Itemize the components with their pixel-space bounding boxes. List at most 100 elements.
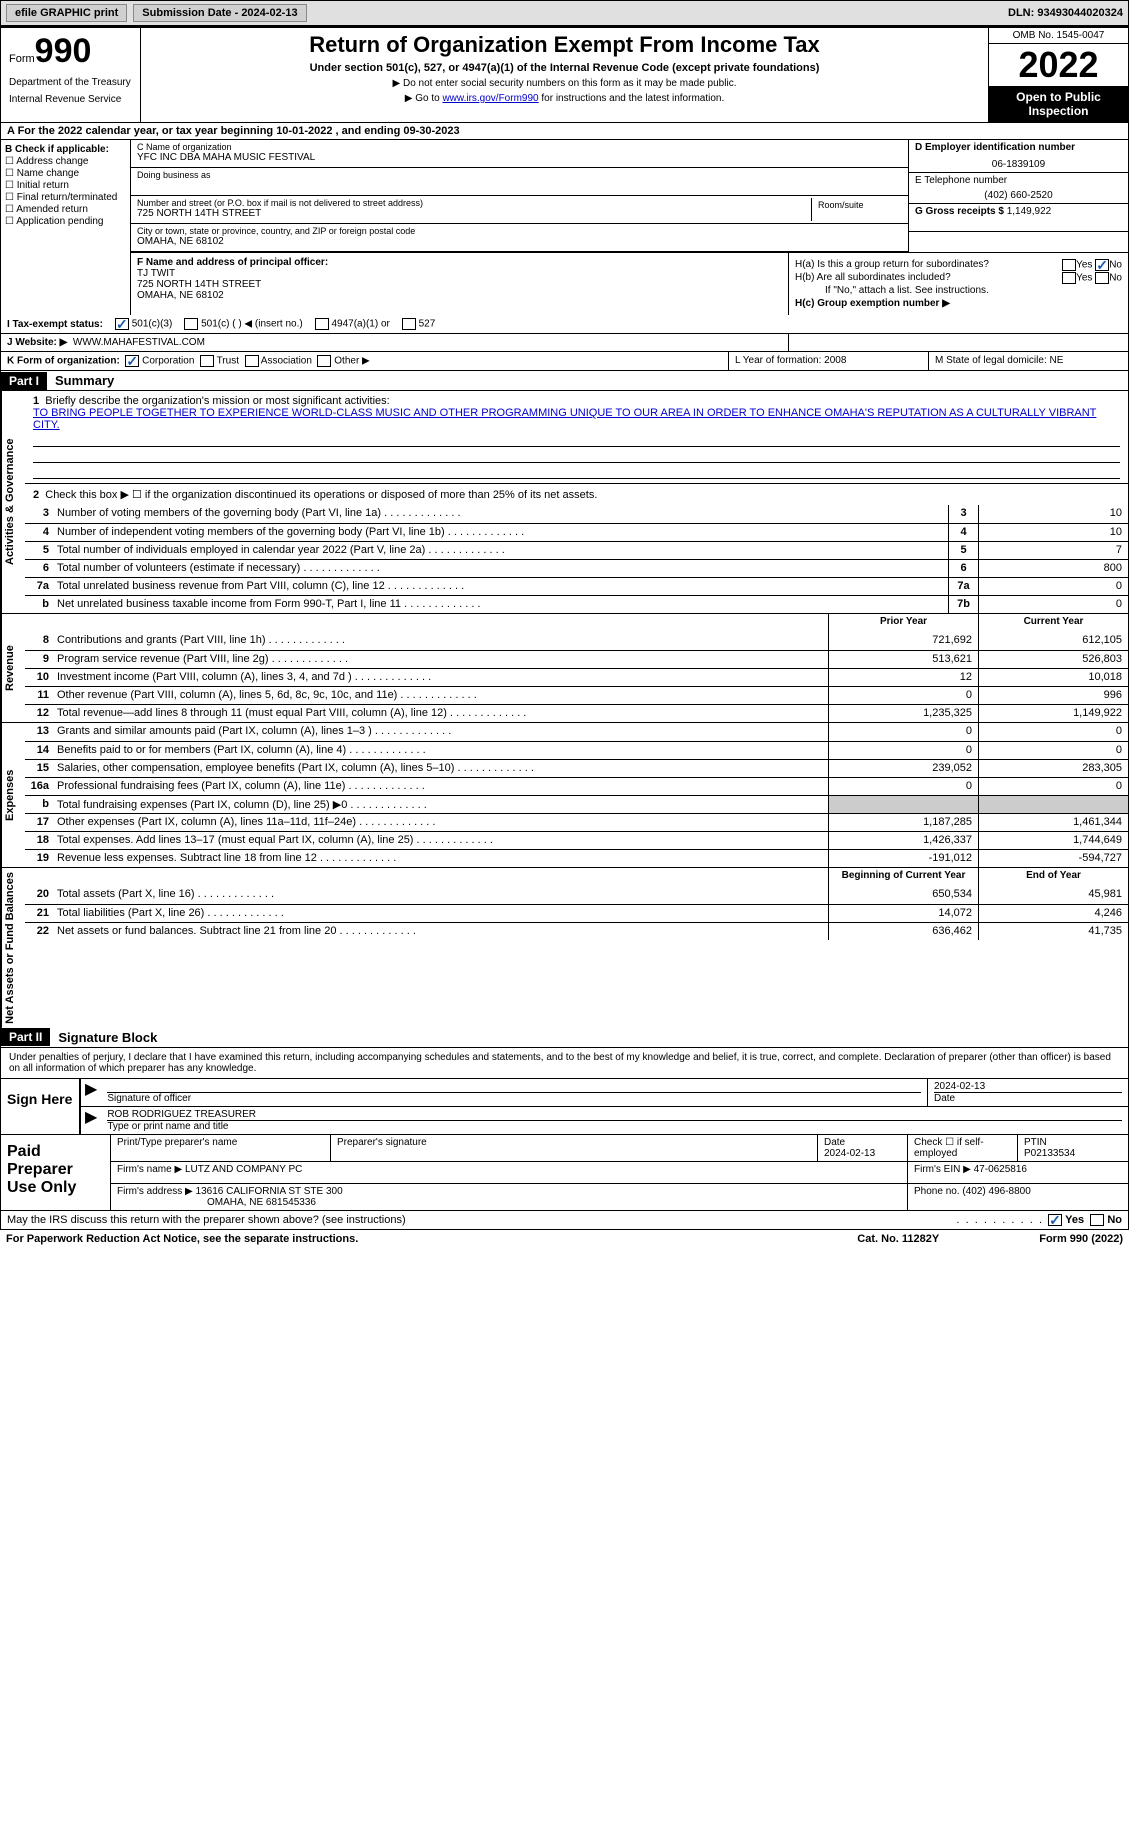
room-label: Room/suite bbox=[818, 200, 896, 210]
gross-receipts: 1,149,922 bbox=[1007, 206, 1052, 217]
form-header: Form990 Department of the Treasury Inter… bbox=[0, 26, 1129, 123]
part2-header: Part II Signature Block bbox=[0, 1028, 1129, 1048]
line-8: 8Contributions and grants (Part VIII, li… bbox=[25, 632, 1128, 650]
line-15: 15Salaries, other compensation, employee… bbox=[25, 759, 1128, 777]
sig-declaration: Under penalties of perjury, I declare th… bbox=[0, 1048, 1129, 1079]
line-4: 4Number of independent voting members of… bbox=[25, 523, 1128, 541]
line-9: 9Program service revenue (Part VIII, lin… bbox=[25, 650, 1128, 668]
firm-addr2: OMAHA, NE 681545336 bbox=[207, 1197, 316, 1208]
row-j-website: J Website: ▶ WWW.MAHAFESTIVAL.COM bbox=[0, 334, 1129, 352]
line-6: 6Total number of volunteers (estimate if… bbox=[25, 559, 1128, 577]
main-info-grid: B Check if applicable: ☐ Address change … bbox=[0, 140, 1129, 315]
firm-name: LUTZ AND COMPANY PC bbox=[185, 1164, 302, 1175]
line-11: 11Other revenue (Part VIII, column (A), … bbox=[25, 686, 1128, 704]
sign-here-block: Sign Here ▶ Signature of officer 2024-02… bbox=[0, 1079, 1129, 1135]
firm-addr1: 13616 CALIFORNIA ST STE 300 bbox=[196, 1186, 343, 1197]
prep-date: 2024-02-13 bbox=[824, 1148, 875, 1159]
row-i-status: I Tax-exempt status: 501(c)(3) 501(c) ( … bbox=[0, 315, 1129, 334]
col-b-checkboxes: B Check if applicable: ☐ Address change … bbox=[1, 140, 131, 315]
net-section: Net Assets or Fund Balances Beginning of… bbox=[1, 868, 1128, 1028]
tax-year: 2022 bbox=[989, 44, 1128, 86]
state-domicile: M State of legal domicile: NE bbox=[928, 352, 1128, 370]
chk-527[interactable] bbox=[402, 318, 416, 330]
dln-text: DLN: 93493044020324 bbox=[1008, 7, 1123, 19]
line-b: bNet unrelated business taxable income f… bbox=[25, 595, 1128, 613]
hb-yes[interactable] bbox=[1062, 272, 1076, 284]
h-block: H(a) Is this a group return for subordin… bbox=[788, 253, 1128, 315]
officer-addr1: 725 NORTH 14TH STREET bbox=[137, 279, 261, 290]
year-formation: L Year of formation: 2008 bbox=[728, 352, 928, 370]
ha-no[interactable] bbox=[1095, 259, 1109, 271]
org-address: 725 NORTH 14TH STREET bbox=[137, 208, 811, 219]
chk-amended[interactable]: ☐ Amended return bbox=[5, 204, 126, 215]
top-bar: efile GRAPHIC print Submission Date - 20… bbox=[0, 0, 1129, 26]
org-city: OMAHA, NE 68102 bbox=[137, 236, 902, 247]
chk-corp[interactable] bbox=[125, 355, 139, 367]
line-13: 13Grants and similar amounts paid (Part … bbox=[25, 723, 1128, 741]
row-k-formorg: K Form of organization: Corporation Trus… bbox=[0, 352, 1129, 371]
ha-yes[interactable] bbox=[1062, 259, 1076, 271]
line-16a: 16aProfessional fundraising fees (Part I… bbox=[25, 777, 1128, 795]
chk-pending[interactable]: ☐ Application pending bbox=[5, 216, 126, 227]
signer-name: ROB RODRIGUEZ TREASURER bbox=[107, 1109, 256, 1120]
vlabel-gov: Activities & Governance bbox=[1, 391, 25, 613]
chk-final[interactable]: ☐ Final return/terminated bbox=[5, 192, 126, 203]
line-20: 20Total assets (Part X, line 16) 650,534… bbox=[25, 886, 1128, 904]
chk-initial[interactable]: ☐ Initial return bbox=[5, 180, 126, 191]
website-value: WWW.MAHAFESTIVAL.COM bbox=[73, 337, 205, 348]
row-a-period: A For the 2022 calendar year, or tax yea… bbox=[0, 123, 1129, 140]
discuss-no[interactable] bbox=[1090, 1214, 1104, 1226]
note-ssn: ▶ Do not enter social security numbers o… bbox=[145, 78, 984, 89]
form-title: Return of Organization Exempt From Incom… bbox=[145, 32, 984, 58]
line-14: 14Benefits paid to or for members (Part … bbox=[25, 741, 1128, 759]
chk-assoc[interactable] bbox=[245, 355, 259, 367]
org-name: YFC INC DBA MAHA MUSIC FESTIVAL bbox=[137, 152, 902, 163]
officer-block: F Name and address of principal officer:… bbox=[131, 253, 788, 315]
line-22: 22Net assets or fund balances. Subtract … bbox=[25, 922, 1128, 940]
irs-text: Internal Revenue Service bbox=[9, 94, 132, 105]
note-link: ▶ Go to www.irs.gov/Form990 for instruct… bbox=[145, 93, 984, 104]
mission-text: TO BRING PEOPLE TOGETHER TO EXPERIENCE W… bbox=[33, 407, 1096, 431]
chk-501c3[interactable] bbox=[115, 318, 129, 330]
hb-no[interactable] bbox=[1095, 272, 1109, 284]
line-17: 17Other expenses (Part IX, column (A), l… bbox=[25, 813, 1128, 831]
efile-button[interactable]: efile GRAPHIC print bbox=[6, 4, 127, 22]
officer-addr2: OMAHA, NE 68102 bbox=[137, 290, 224, 301]
line-19: 19Revenue less expenses. Subtract line 1… bbox=[25, 849, 1128, 867]
submission-button[interactable]: Submission Date - 2024-02-13 bbox=[133, 4, 306, 22]
chk-4947[interactable] bbox=[315, 318, 329, 330]
chk-trust[interactable] bbox=[200, 355, 214, 367]
exp-section: Expenses 13Grants and similar amounts pa… bbox=[1, 723, 1128, 868]
footer-question: May the IRS discuss this return with the… bbox=[0, 1211, 1129, 1230]
page-footer: For Paperwork Reduction Act Notice, see … bbox=[0, 1230, 1129, 1248]
line-12: 12Total revenue—add lines 8 through 11 (… bbox=[25, 704, 1128, 722]
vlabel-exp: Expenses bbox=[1, 723, 25, 867]
tel-value: (402) 660-2520 bbox=[915, 190, 1122, 201]
firm-ein: 47-0625816 bbox=[974, 1164, 1027, 1175]
col-d-ein: D Employer identification number06-18391… bbox=[908, 140, 1128, 252]
omb-number: OMB No. 1545-0047 bbox=[989, 28, 1128, 44]
col-c-org: C Name of organizationYFC INC DBA MAHA M… bbox=[131, 140, 908, 252]
chk-501c[interactable] bbox=[184, 318, 198, 330]
line-b: bTotal fundraising expenses (Part IX, co… bbox=[25, 795, 1128, 813]
line-10: 10Investment income (Part VIII, column (… bbox=[25, 668, 1128, 686]
form-word: Form bbox=[9, 53, 35, 65]
vlabel-rev: Revenue bbox=[1, 614, 25, 722]
chk-other[interactable] bbox=[317, 355, 331, 367]
chk-address[interactable]: ☐ Address change bbox=[5, 156, 126, 167]
firm-phone: (402) 496-8800 bbox=[962, 1186, 1030, 1197]
vlabel-net: Net Assets or Fund Balances bbox=[1, 868, 25, 1028]
discuss-yes[interactable] bbox=[1048, 1214, 1062, 1226]
paid-preparer-block: Paid Preparer Use Only Print/Type prepar… bbox=[0, 1135, 1129, 1211]
ptin-value: P02133534 bbox=[1024, 1148, 1075, 1159]
line-21: 21Total liabilities (Part X, line 26) 14… bbox=[25, 904, 1128, 922]
form-subtitle: Under section 501(c), 527, or 4947(a)(1)… bbox=[145, 62, 984, 74]
chk-name[interactable]: ☐ Name change bbox=[5, 168, 126, 179]
line-5: 5Total number of individuals employed in… bbox=[25, 541, 1128, 559]
sign-date: 2024-02-13 bbox=[934, 1081, 985, 1092]
line-3: 3Number of voting members of the governi… bbox=[25, 505, 1128, 523]
irs-link[interactable]: www.irs.gov/Form990 bbox=[442, 93, 538, 104]
part1-header: Part I Summary bbox=[0, 371, 1129, 391]
dept-text: Department of the Treasury bbox=[9, 77, 132, 88]
line-18: 18Total expenses. Add lines 13–17 (must … bbox=[25, 831, 1128, 849]
